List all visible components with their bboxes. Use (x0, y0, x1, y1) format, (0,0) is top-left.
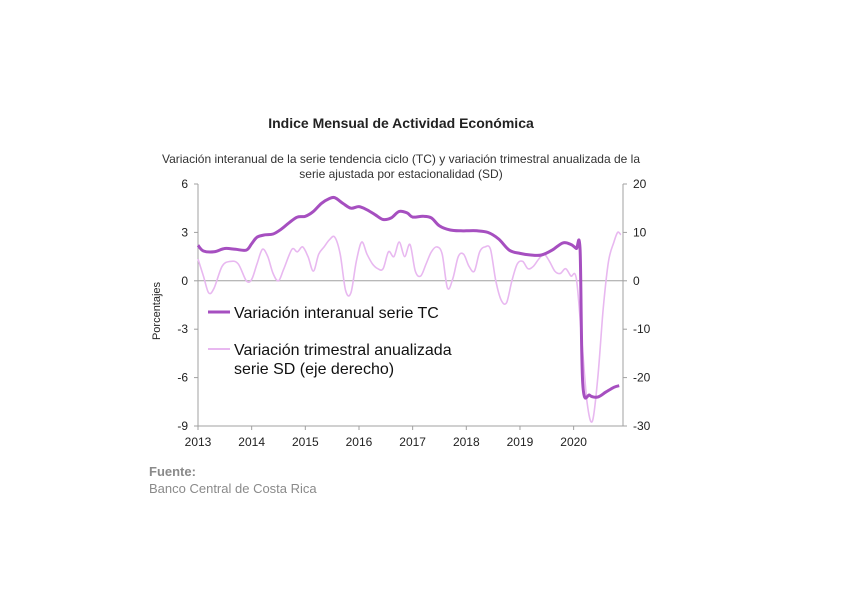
y-right-tick-label: -10 (633, 322, 651, 336)
axes: 6 3 0 -3 -6 -9 20 10 0 -10 -20 -30 2013 2014 2015 2016 2… (177, 177, 650, 449)
legend: Variación interanual serie TC Variación … (208, 305, 456, 378)
y-right-tick-label: 0 (633, 274, 640, 288)
x-tick-label: 2015 (292, 435, 319, 449)
source-label: Fuente: (149, 464, 196, 479)
x-tick-label: 2020 (560, 435, 587, 449)
x-tick-label: 2014 (238, 435, 265, 449)
legend-label-tc: Variación interanual serie TC (234, 305, 439, 322)
legend-label-sd: Variación trimestral anualizada serie SD… (234, 342, 456, 378)
y-left-tick-label: 0 (181, 274, 188, 288)
y-left-tick-label: -9 (177, 419, 188, 433)
y-right-tick-label: -20 (633, 371, 651, 385)
y-left-tick-label: 3 (181, 225, 188, 239)
source-text: Banco Central de Costa Rica (149, 481, 317, 496)
y-right-tick-label: -30 (633, 419, 651, 433)
y-axis-label: Porcentajes (151, 281, 163, 340)
chart-title: Indice Mensual de Actividad Económica (268, 115, 534, 131)
x-tick-label: 2018 (453, 435, 480, 449)
x-tick-label: 2019 (507, 435, 534, 449)
y-right-tick-label: 10 (633, 225, 647, 239)
series-line-sd (197, 231, 622, 423)
series-line-tc (196, 195, 620, 400)
y-left-tick-label: -3 (177, 322, 188, 336)
y-left-tick-label: -6 (177, 371, 188, 385)
chart-subtitle-line1: Variación interanual de la serie tendenc… (162, 152, 640, 166)
x-tick-label: 2013 (185, 435, 212, 449)
y-left-tick-label: 6 (181, 177, 188, 191)
chart-subtitle-line2: serie ajustada por estacionalidad (SD) (299, 167, 502, 181)
series-lines (196, 195, 622, 423)
y-right-tick-label: 20 (633, 177, 647, 191)
x-tick-label: 2017 (399, 435, 426, 449)
x-tick-label: 2016 (346, 435, 373, 449)
